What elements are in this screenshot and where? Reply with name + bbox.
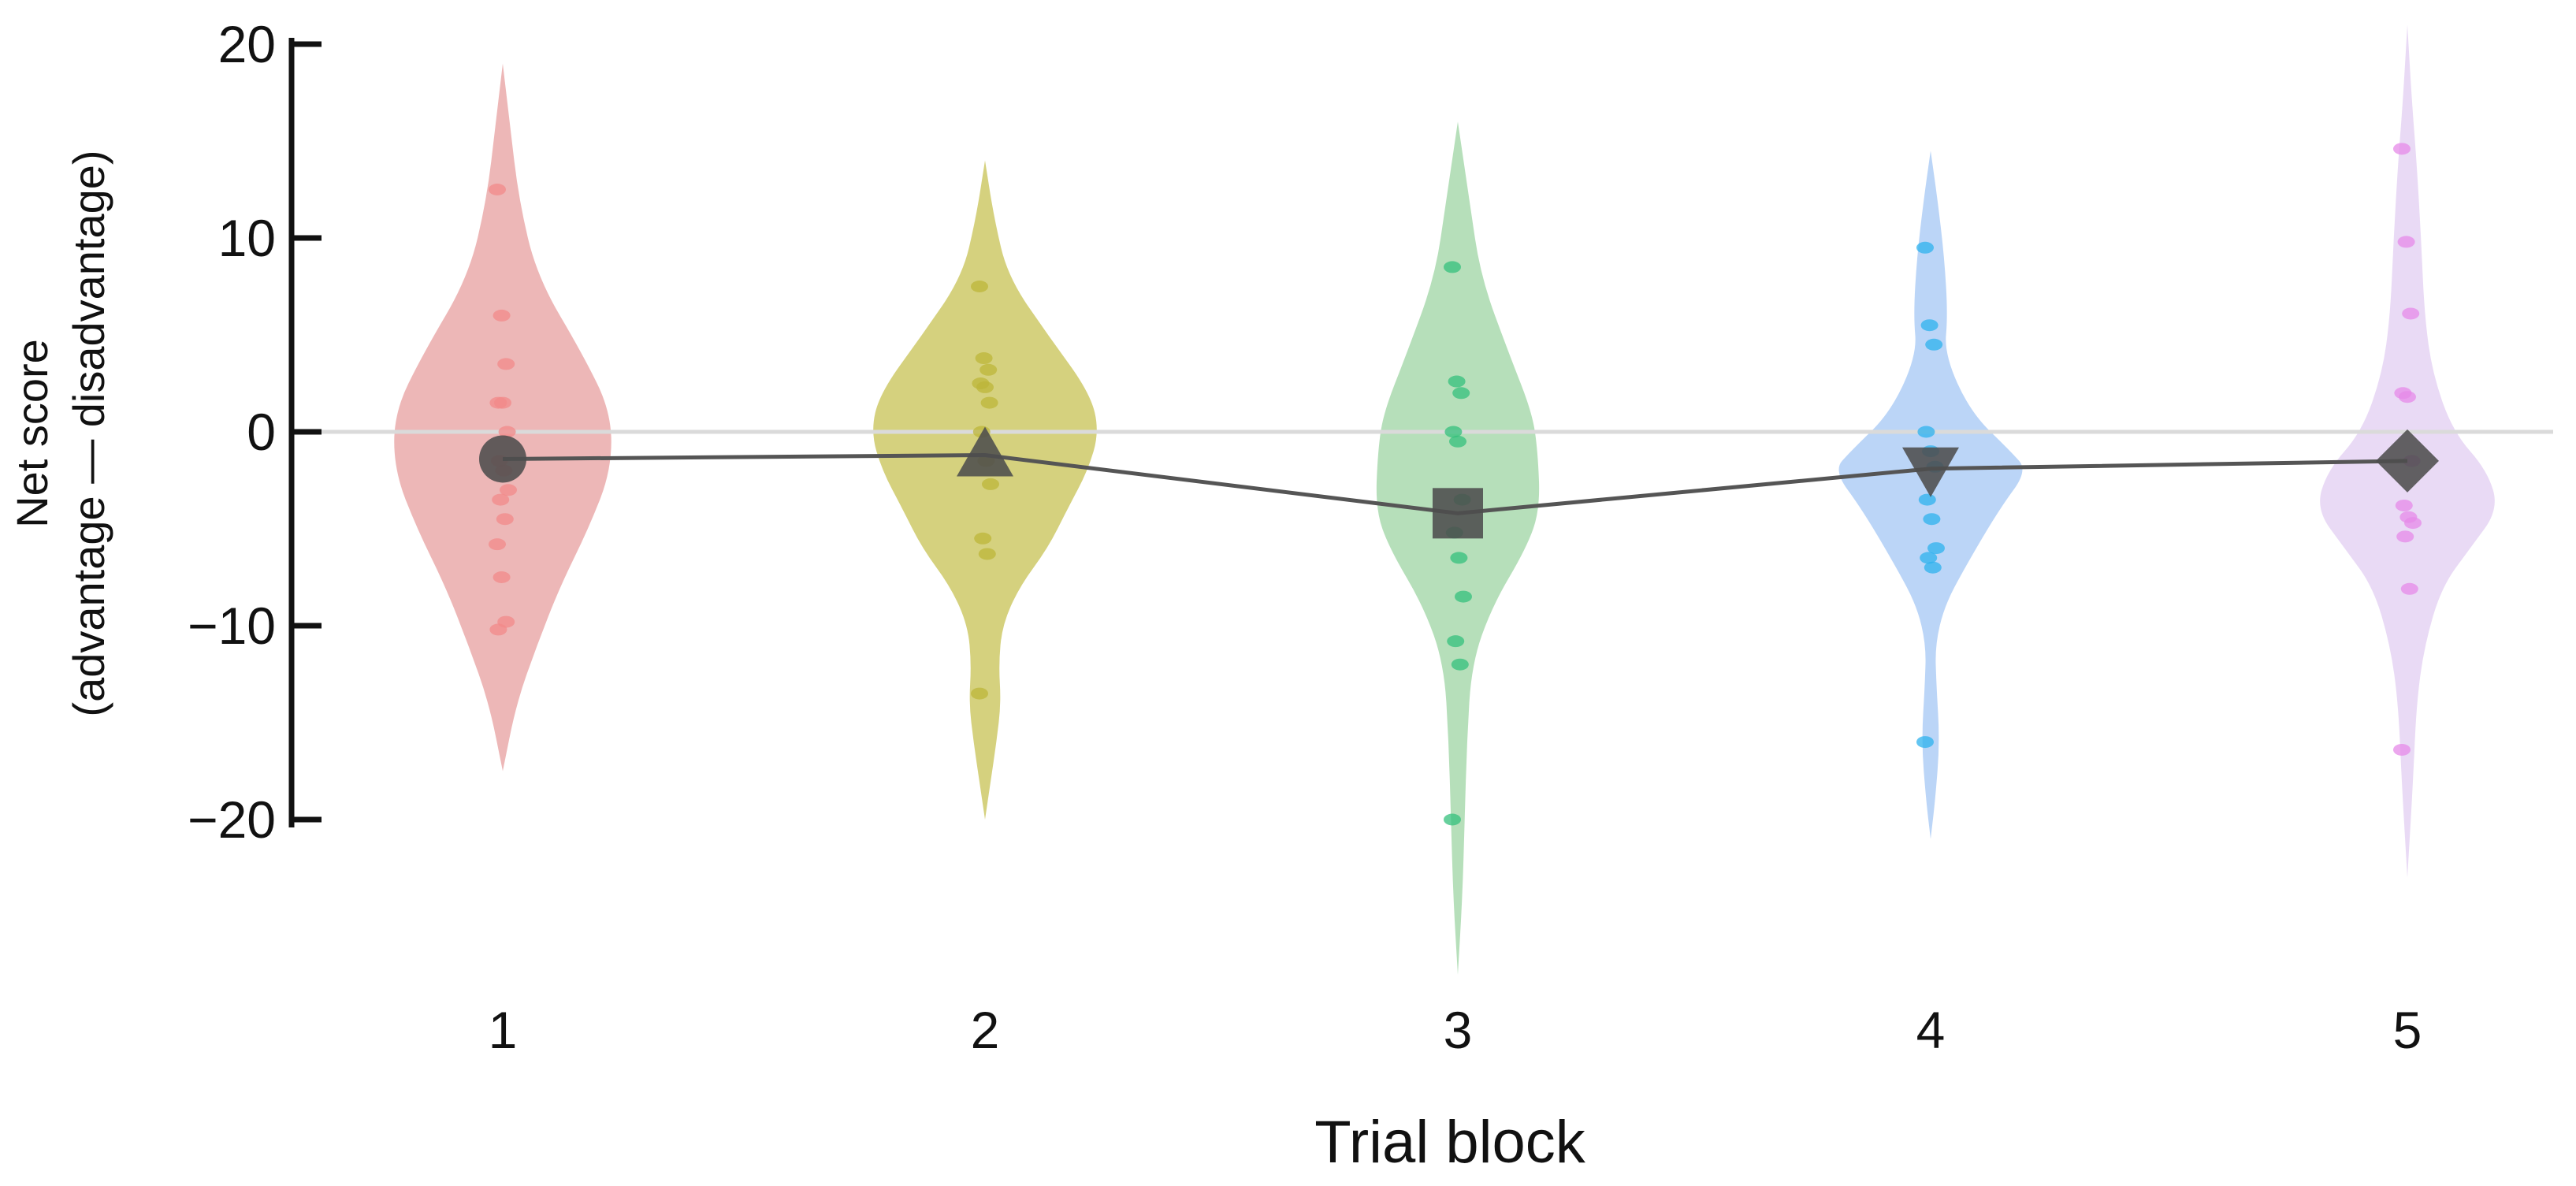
x-tick-labels: 1 2 3 4 5 [489,1001,2422,1059]
y-axis-title: Net score (advantage — disadvantage) [7,150,113,716]
data-point [489,184,506,195]
data-point [1918,493,1936,506]
y-tick-label: 20 [218,15,276,73]
data-point [1916,736,1934,749]
data-point [2396,530,2414,543]
data-point [980,396,998,409]
mean-marker-block-4 [1902,447,1959,497]
data-point [1920,552,1938,564]
data-point [496,513,514,526]
data-point [1924,561,1942,574]
data-point [1920,319,1939,332]
mean-marker-block-5 [2376,429,2439,493]
x-tick-label: 5 [2393,1001,2422,1059]
y-tick-label: 0 [247,403,276,461]
data-point [489,623,507,636]
data-point [2402,307,2420,320]
data-point [489,538,506,551]
data-point [500,484,517,496]
y-axis-title-line-2: (advantage — disadvantage) [64,150,113,716]
data-point [982,478,999,490]
data-point [1444,261,1461,273]
data-point [1925,338,1943,351]
x-tick-label: 1 [489,1001,518,1059]
y-tick-label: −20 [188,790,276,849]
data-point [1450,552,1468,564]
violin-block-3 [1376,121,1540,975]
data-point [1451,658,1469,671]
data-point [493,309,511,322]
data-point [2399,391,2416,403]
y-tick-label: 10 [218,209,276,267]
data-point [979,363,998,376]
data-point [1444,813,1461,826]
data-point [978,548,996,560]
x-tick-label: 4 [1916,1001,1946,1059]
data-point [971,687,988,700]
x-tick-label: 3 [1444,1001,1473,1059]
data-point [2404,517,2422,530]
mean-marker-block-2 [957,426,1013,477]
data-point [1455,590,1472,603]
data-point [1444,426,1463,438]
data-point [1452,387,1470,400]
data-point [2400,582,2418,595]
y-tick-label: −10 [188,597,276,655]
x-axis-title: Trial block [1314,1109,1585,1176]
data-point [2393,143,2411,155]
data-point [1916,241,1934,254]
data-point [2397,236,2415,248]
mean-marker-block-3 [1433,488,1483,539]
data-point [2393,743,2411,756]
data-point [1927,542,1945,555]
y-axis: 20 10 0 −10 −20 [188,15,322,849]
y-axis-title-line-1: Net score [7,339,57,528]
data-point [1449,435,1466,448]
data-point [975,352,993,365]
mean-markers-layer [479,426,2439,539]
data-point [494,396,511,409]
violin-block-2 [873,160,1097,820]
data-point [1448,375,1466,388]
data-point [498,426,516,438]
data-point [971,281,988,292]
mean-marker-block-1 [479,435,526,483]
data-point [1447,635,1465,648]
data-point [1923,513,1941,526]
data-point [2395,499,2413,511]
violin-block-1 [394,63,611,771]
x-tick-label: 2 [971,1001,1000,1059]
data-point [492,493,510,506]
data-point [497,358,515,370]
data-point [493,571,511,583]
data-point [976,381,994,393]
data-point [974,532,992,545]
data-point [1917,426,1935,438]
